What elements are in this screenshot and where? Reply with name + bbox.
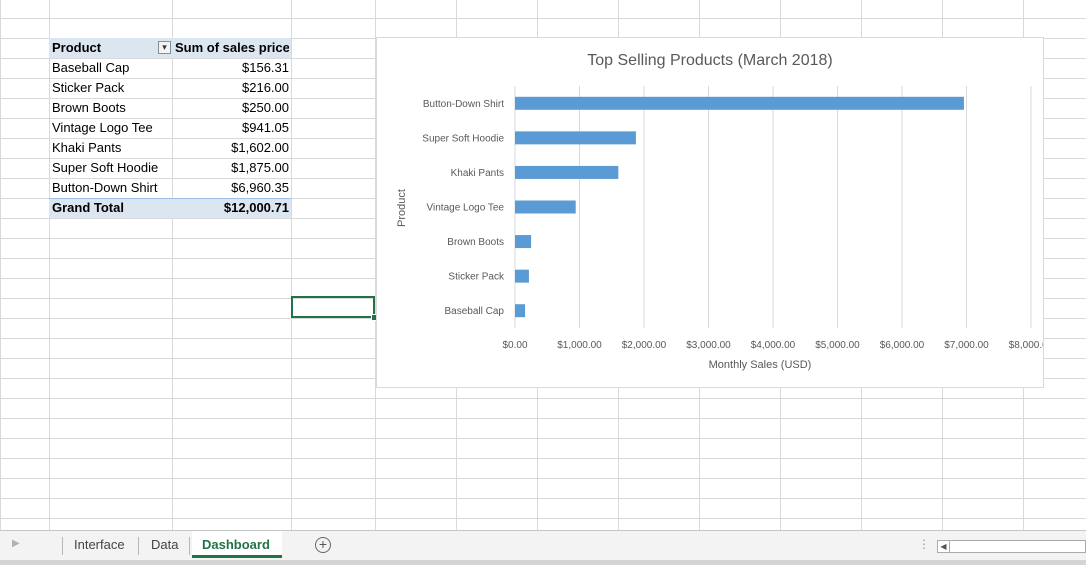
tab-separator [62, 537, 63, 555]
x-tick-label: $5,000.00 [815, 340, 860, 351]
chart-bar[interactable] [515, 200, 576, 214]
y-axis-title: Product [396, 189, 408, 227]
y-category-label: Button-Down Shirt [423, 99, 504, 110]
pivot-row-value[interactable]: $941.05 [242, 120, 289, 135]
pivot-row-product[interactable]: Baseball Cap [52, 60, 130, 75]
x-tick-label: $8,000.00 [1009, 340, 1043, 351]
tab-interface[interactable]: Interface [74, 537, 125, 552]
add-sheet-icon[interactable]: + [315, 537, 331, 553]
pivot-row-value[interactable]: $6,960.35 [231, 180, 289, 195]
chart-bars [515, 96, 964, 318]
horizontal-scrollbar[interactable]: ◀ [937, 540, 1086, 553]
x-tick-label: $7,000.00 [944, 340, 989, 351]
chart-bar[interactable] [515, 269, 529, 283]
chart-tick-labels: $0.00 $1,000.00 $2,000.00 $3,000.00 $4,000.0… [502, 340, 1043, 351]
y-category-label: Brown Boots [447, 237, 504, 248]
x-tick-label: $2,000.00 [622, 340, 667, 351]
chart-bar[interactable] [515, 165, 619, 179]
y-category-label: Super Soft Hoodie [422, 133, 504, 144]
chart-gridlines [514, 86, 1032, 328]
tab-separator [138, 537, 139, 555]
x-tick-label: $0.00 [502, 340, 527, 351]
x-tick-label: $4,000.00 [751, 340, 796, 351]
chart-bar[interactable] [515, 96, 964, 110]
pivot-row-product[interactable]: Sticker Pack [52, 80, 125, 95]
pivot-row-value[interactable]: $250.00 [242, 100, 289, 115]
status-strip [0, 560, 1086, 565]
pivot-header-product[interactable]: Product [52, 40, 102, 55]
tab-data[interactable]: Data [151, 537, 179, 552]
x-tick-label: $1,000.00 [557, 340, 602, 351]
selected-cell[interactable] [291, 296, 375, 318]
chart-category-labels: Button-Down Shirt Super Soft Hoodie Khaki … [422, 99, 505, 317]
pivot-row-value[interactable]: $1,602.00 [231, 140, 289, 155]
pivot-row-product[interactable]: Khaki Pants [52, 140, 122, 155]
x-tick-label: $6,000.00 [880, 340, 925, 351]
y-category-label: Baseball Cap [445, 306, 505, 317]
chart-title: Top Selling Products (March 2018) [587, 52, 832, 69]
pivot-total-row [49, 198, 291, 218]
y-category-label: Sticker Pack [448, 272, 505, 283]
pivot-total-value[interactable]: $12,000.71 [223, 200, 289, 215]
chart-bar[interactable] [515, 304, 526, 318]
x-axis-title: Monthly Sales (USD) [709, 359, 812, 371]
bar-chart[interactable]: Top Selling Products (March 2018) Button… [376, 37, 1044, 388]
pivot-row-value[interactable]: $156.31 [242, 60, 289, 75]
scroll-tabs-left-icon[interactable]: ▶ [12, 538, 20, 549]
sheet-tab-bar: ▶ Interface Data Dashboard + ⋮ ◀ [0, 530, 1086, 560]
pivot-header-sum[interactable]: Sum of sales price [175, 40, 289, 55]
pivot-total-label[interactable]: Grand Total [52, 200, 124, 215]
pivot-row-value[interactable]: $216.00 [242, 80, 289, 95]
y-category-label: Khaki Pants [451, 168, 504, 179]
x-tick-label: $3,000.00 [686, 340, 731, 351]
pivot-row-product[interactable]: Button-Down Shirt [52, 180, 158, 195]
more-options-icon[interactable]: ⋮ [918, 537, 930, 551]
tab-separator [189, 537, 190, 555]
y-category-label: Vintage Logo Tee [427, 203, 505, 214]
filter-sort-icon[interactable]: ▾ [158, 41, 171, 54]
scroll-left-icon[interactable]: ◀ [938, 541, 950, 552]
chart-bar[interactable] [515, 235, 532, 249]
pivot-row-value[interactable]: $1,875.00 [231, 160, 289, 175]
chart-canvas: Top Selling Products (March 2018) Button… [396, 52, 1043, 371]
pivot-row-product[interactable]: Brown Boots [52, 100, 126, 115]
pivot-row-product[interactable]: Vintage Logo Tee [52, 120, 153, 135]
pivot-row-product[interactable]: Super Soft Hoodie [52, 160, 159, 175]
chart-bar[interactable] [515, 131, 636, 145]
tab-dashboard[interactable]: Dashboard [192, 531, 282, 558]
